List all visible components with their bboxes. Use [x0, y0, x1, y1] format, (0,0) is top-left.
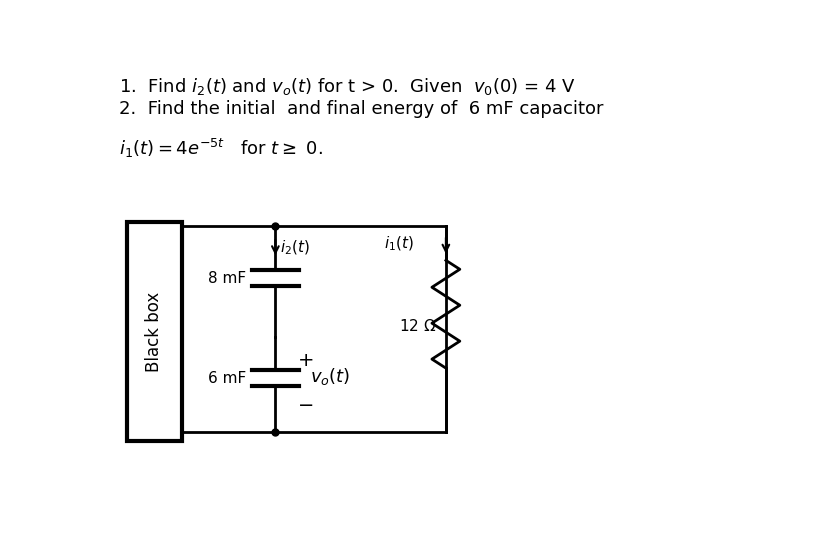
Text: 8 mF: 8 mF: [208, 271, 246, 286]
Text: $i_2(t)$: $i_2(t)$: [280, 239, 310, 257]
Text: +: +: [298, 351, 315, 370]
Text: −: −: [298, 395, 315, 415]
Text: 1.  Find $i_2(t)$ and $v_o(t)$ for t > 0.  Given  $v_0(0)$ = 4 V: 1. Find $i_2(t)$ and $v_o(t)$ for t > 0.…: [119, 76, 576, 96]
Text: 12 $\Omega$: 12 $\Omega$: [399, 318, 436, 334]
Text: $v_o(t)$: $v_o(t)$: [310, 366, 351, 387]
Text: 6 mF: 6 mF: [208, 370, 246, 385]
Text: $i_1(t)$: $i_1(t)$: [384, 235, 414, 253]
Text: Black box: Black box: [145, 292, 164, 372]
Text: 2.  Find the initial  and final energy of  6 mF capacitor: 2. Find the initial and final energy of …: [119, 100, 603, 118]
Text: $i_1(t) = 4e^{-5t}$   for $t \geq$ 0.: $i_1(t) = 4e^{-5t}$ for $t \geq$ 0.: [119, 137, 323, 160]
Bar: [127, 222, 182, 441]
